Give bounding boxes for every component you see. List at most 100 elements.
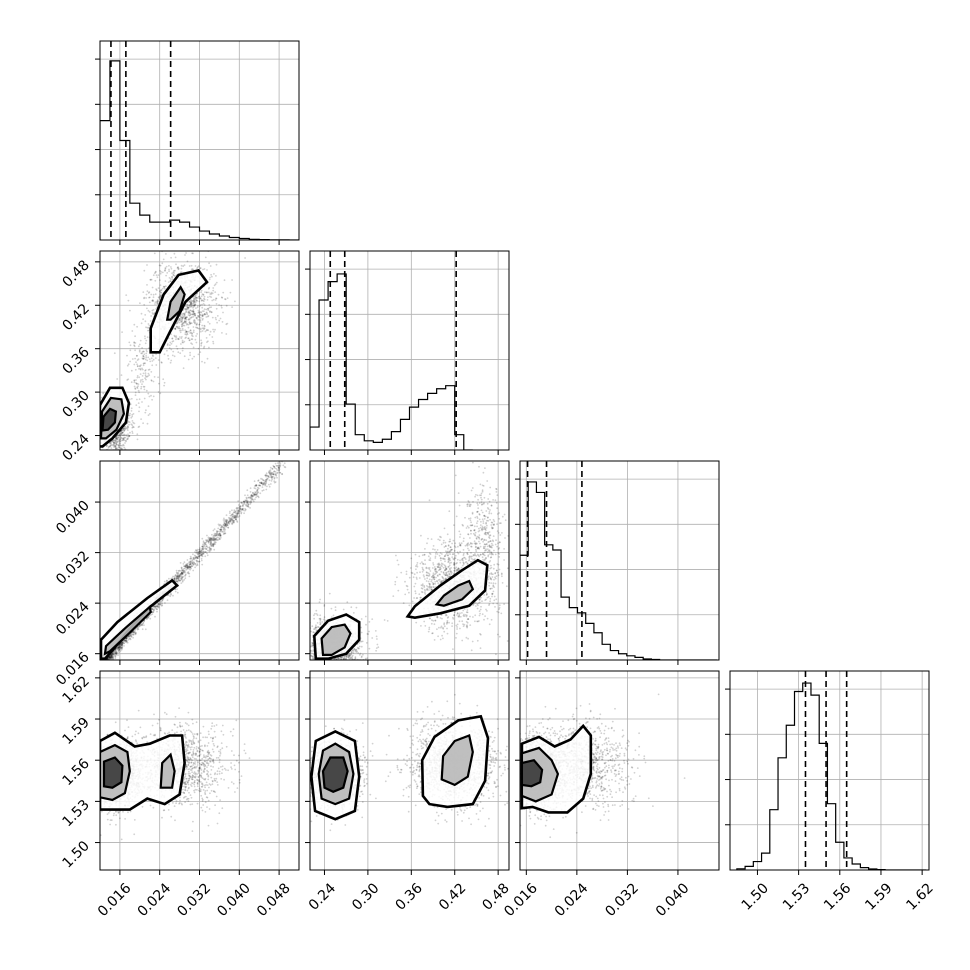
sample-point: [146, 264, 148, 266]
sample-point: [141, 375, 144, 377]
sample-point: [266, 477, 268, 480]
sample-point: [152, 300, 154, 303]
sample-point: [219, 528, 222, 531]
sample-point: [278, 466, 281, 469]
sample-point: [129, 360, 132, 363]
sample-point: [173, 578, 176, 580]
sample-point: [186, 564, 189, 567]
sample-point: [133, 342, 136, 344]
sample-point: [192, 311, 195, 314]
sample-point: [231, 518, 233, 521]
sample-point: [207, 307, 209, 310]
sample-point: [229, 519, 231, 522]
sample-point: [159, 290, 162, 292]
sample-point: [276, 471, 279, 474]
sample-point: [189, 332, 192, 334]
sample-point: [182, 569, 185, 572]
sample-point: [160, 605, 163, 607]
sample-point: [218, 532, 221, 535]
sample-point: [136, 627, 139, 630]
sample-point: [198, 550, 200, 553]
sample-point: [196, 323, 198, 326]
sample-point: [206, 341, 208, 343]
sample-point: [115, 446, 117, 448]
sample-point: [186, 260, 189, 263]
sample-point: [156, 300, 159, 303]
sample-point: [222, 311, 224, 314]
sample-point: [147, 414, 150, 417]
sample-point: [119, 643, 122, 645]
sample-point: [98, 430, 100, 432]
sample-point: [104, 662, 106, 664]
sample-point: [199, 550, 202, 553]
sample-point: [211, 336, 214, 338]
sample-point: [224, 523, 227, 526]
sample-point: [156, 276, 159, 279]
sample-point: [214, 291, 217, 293]
sample-point: [114, 438, 117, 441]
sample-point: [211, 537, 213, 540]
sample-point: [262, 482, 265, 485]
sample-point: [187, 310, 190, 313]
sample-point: [161, 287, 164, 290]
sample-point: [208, 346, 210, 349]
sample-point: [189, 329, 192, 332]
sample-point: [183, 313, 186, 315]
sample-point: [114, 657, 117, 660]
sample-point: [146, 284, 148, 286]
sample-point: [176, 591, 179, 594]
sample-point: [225, 519, 228, 522]
sample-point: [116, 443, 118, 446]
sample-point: [96, 429, 98, 431]
sample-point: [185, 307, 188, 310]
sample-point: [113, 662, 115, 664]
sample-point: [239, 507, 242, 510]
sample-point: [189, 313, 192, 316]
sample-point: [248, 501, 251, 504]
sample-point: [183, 561, 186, 564]
sample-point: [190, 563, 192, 566]
sample-point: [209, 293, 212, 295]
sample-point: [229, 291, 232, 294]
sample-point: [192, 268, 195, 271]
sample-point: [236, 509, 238, 512]
sample-point: [187, 306, 190, 308]
sample-point: [176, 575, 179, 577]
sample-point: [112, 441, 115, 444]
sample-point: [134, 632, 137, 635]
sample-point: [202, 299, 204, 302]
sample-point: [140, 385, 143, 388]
sample-point: [161, 262, 164, 265]
sample-point: [118, 434, 121, 437]
sample-point: [154, 605, 157, 608]
sample-point: [148, 296, 151, 299]
sample-point: [231, 306, 234, 308]
sample-point: [213, 542, 216, 545]
sample-point: [219, 538, 221, 541]
sample-point: [103, 661, 105, 663]
sample-point: [98, 421, 100, 423]
sample-point: [252, 491, 254, 494]
sample-point: [142, 422, 145, 425]
sample-point: [124, 425, 126, 428]
sample-point: [90, 409, 92, 411]
sample-point: [198, 300, 201, 303]
sample-point: [89, 435, 91, 437]
sample-point: [118, 439, 121, 442]
sample-point: [115, 437, 118, 439]
sample-point: [98, 430, 100, 432]
sample-point: [106, 444, 108, 447]
sample-point: [255, 493, 258, 496]
sample-point: [138, 625, 141, 628]
sample-point: [220, 306, 223, 309]
sample-point: [201, 549, 203, 552]
sample-point: [205, 543, 207, 546]
sample-point: [124, 641, 127, 643]
sample-point: [188, 339, 191, 342]
sample-point: [177, 574, 180, 577]
sample-point: [115, 447, 117, 450]
sample-point: [226, 524, 229, 527]
sample-point: [160, 294, 163, 297]
sample-point: [236, 514, 239, 517]
sample-point: [124, 442, 126, 444]
